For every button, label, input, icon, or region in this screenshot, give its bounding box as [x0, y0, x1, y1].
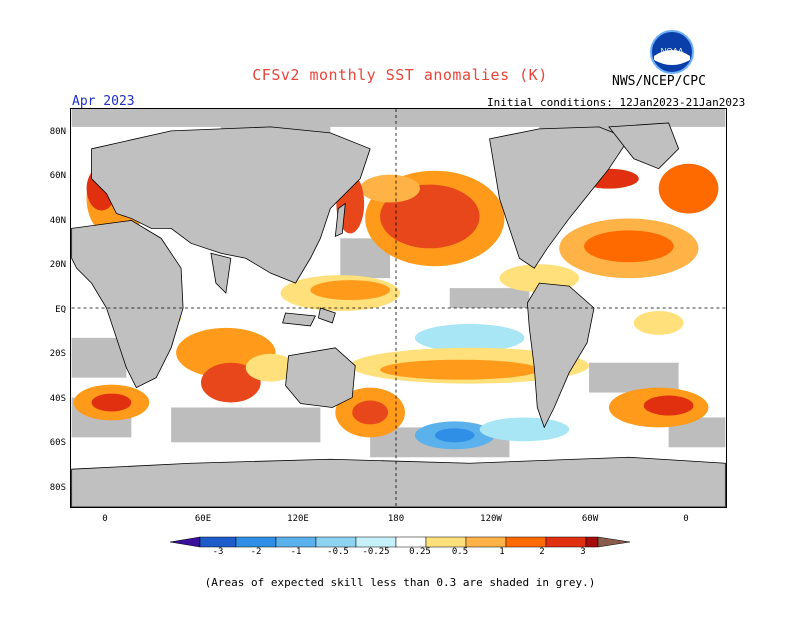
skill-footnote: (Areas of expected skill less than 0.3 a…	[204, 576, 596, 589]
lon-label: 60W	[581, 514, 599, 524]
colorbar-label: 0.5	[451, 547, 469, 557]
colorbar-swatch	[465, 536, 507, 548]
lat-label: 60S	[49, 438, 66, 448]
colorbar-swatch	[275, 536, 317, 548]
lat-label: EQ	[55, 305, 66, 315]
colorbar-label: 3	[580, 547, 586, 557]
lat-label: 20N	[49, 260, 66, 270]
colorbar-swatch	[235, 536, 277, 548]
forecast-month: Apr 2023	[72, 94, 135, 109]
colorbar-label: -0.25	[362, 547, 390, 557]
lat-label: 80N	[49, 127, 66, 137]
initial-conditions: Initial conditions: 12Jan2023-21Jan2023	[487, 96, 746, 109]
colorbar-label: -1	[290, 547, 302, 557]
colorbar	[170, 536, 630, 548]
colorbar-min-arrow	[170, 536, 201, 548]
lon-label: 60E	[194, 514, 212, 524]
map-title: CFSv2 monthly SST anomalies (K)	[252, 66, 548, 84]
lat-label: 80S	[49, 483, 66, 493]
colorbar-label: 2	[539, 547, 545, 557]
lon-label: 0	[102, 514, 108, 524]
land	[71, 122, 726, 507]
lat-label: 40N	[49, 216, 66, 226]
lon-label: 180	[387, 514, 405, 524]
colorbar-swatch	[425, 536, 467, 548]
colorbar-label: 0.25	[409, 547, 431, 557]
colorbar-swatch	[505, 536, 547, 548]
colorbar-swatch	[199, 536, 237, 548]
logo-text: NOAA	[661, 47, 684, 56]
colorbar-swatch	[315, 536, 357, 548]
sst-anomaly-map	[70, 108, 727, 508]
colorbar-swatch	[545, 536, 587, 548]
lat-label: 40S	[49, 394, 66, 404]
lat-label: 60N	[49, 171, 66, 181]
colorbar-label: -3	[212, 547, 224, 557]
colorbar-label: -0.5	[327, 547, 349, 557]
colorbar-max-arrow	[597, 536, 630, 548]
colorbar-label: 1	[499, 547, 505, 557]
lat-label: 20S	[49, 349, 66, 359]
agency-label: NWS/NCEP/CPC	[612, 74, 706, 89]
lon-label: 120E	[287, 514, 309, 524]
lon-label: 120W	[480, 514, 502, 524]
noaa-logo: NOAA	[650, 30, 694, 74]
colorbar-swatch	[395, 536, 427, 548]
colorbar-swatch	[585, 536, 599, 548]
colorbar-swatch	[355, 536, 397, 548]
colorbar-label: -2	[250, 547, 262, 557]
lon-label: 0	[683, 514, 689, 524]
